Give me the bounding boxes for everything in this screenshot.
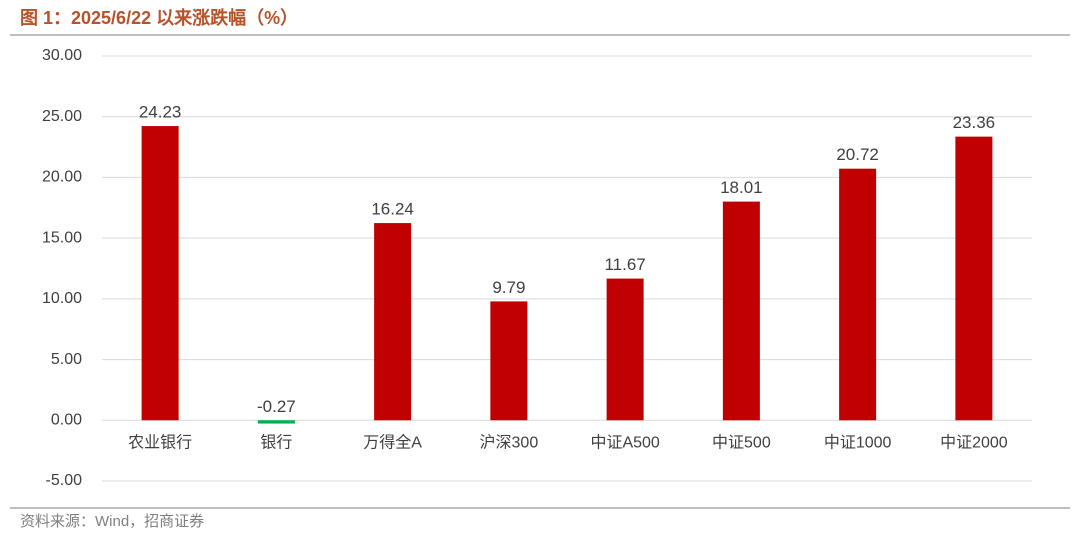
y-tick-label: 15.00 [42,229,82,246]
value-label: 18.01 [720,178,763,197]
y-tick-label: 0.00 [51,412,82,429]
bar [141,126,179,421]
bar [257,420,295,424]
bar [374,223,412,421]
value-label: -0.27 [257,397,296,416]
bar [955,136,993,421]
y-tick-label: 25.00 [42,108,82,125]
y-tick-label: 10.00 [42,290,82,307]
x-tick-label: 沪深300 [480,434,539,452]
chart-title: 图 1：2025/6/22 以来涨跌幅（%） [20,7,298,28]
x-tick-label: 万得全A [363,434,422,452]
y-tick-label: -5.00 [46,472,83,489]
x-tick-label: 中证A500 [590,434,659,452]
value-label: 23.36 [953,113,996,132]
x-tick-label: 农业银行 [128,434,192,452]
value-label: 20.72 [836,145,879,164]
bar [839,168,877,421]
y-tick-label: 30.00 [42,47,82,64]
y-tick-label: 5.00 [51,351,82,368]
x-tick-label: 中证2000 [940,434,1008,452]
y-tick-label: 20.00 [42,169,82,186]
value-label: 11.67 [604,255,645,274]
x-tick-label: 银行 [260,434,292,452]
bar [490,301,528,421]
source-note: 资料来源：Wind，招商证券 [20,513,204,530]
value-label: 24.23 [139,103,182,122]
x-tick-label: 中证1000 [824,434,892,452]
value-label: 16.24 [371,200,414,219]
value-label: 9.79 [492,278,525,297]
x-tick-label: 中证500 [712,434,771,452]
bar [606,278,644,421]
bar [722,201,760,421]
